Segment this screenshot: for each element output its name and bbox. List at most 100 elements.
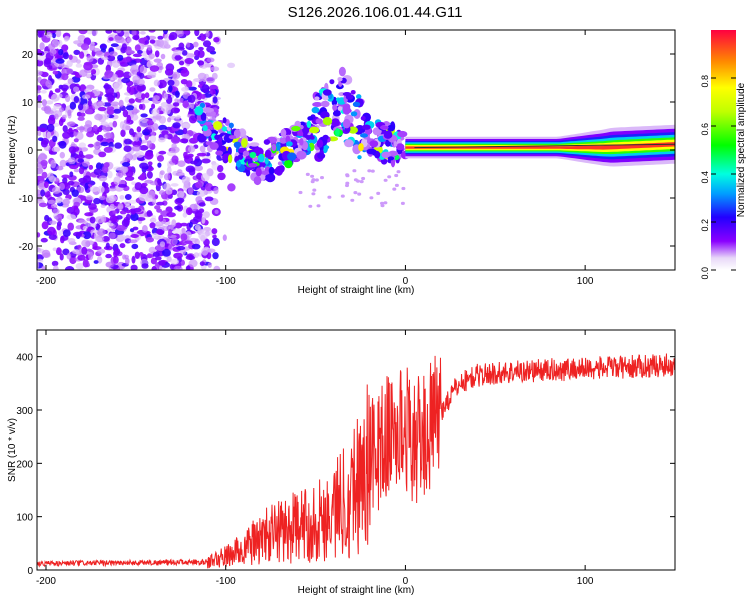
noise-blob xyxy=(118,184,128,188)
signal-blob xyxy=(383,130,393,139)
noise-blob xyxy=(170,136,181,144)
signal-blob xyxy=(233,141,242,148)
signal-blob xyxy=(227,154,233,164)
noise-blob xyxy=(121,43,127,51)
noise-blob xyxy=(85,196,94,201)
noise-blob xyxy=(41,171,48,179)
noise-blob xyxy=(140,31,146,35)
spectrogram-heatmap xyxy=(37,30,675,270)
noise-blob xyxy=(45,31,53,39)
noise-blob xyxy=(149,134,157,143)
noise-blob xyxy=(67,109,72,117)
noise-blob xyxy=(68,127,73,133)
noise-blob xyxy=(155,113,162,121)
noise-blob xyxy=(167,79,175,86)
noise-blob xyxy=(158,260,166,266)
noise-blob xyxy=(103,146,113,153)
noise-blob xyxy=(146,140,152,149)
noise-blob xyxy=(163,173,171,181)
carrier-center-line xyxy=(414,143,675,149)
noise-blob xyxy=(103,162,110,168)
noise-blob xyxy=(172,228,182,235)
colorbar-ticks: 0.0 0.2 0.4 0.6 0.8 xyxy=(700,75,736,280)
noise-blob xyxy=(93,168,103,176)
noise-blob xyxy=(122,162,131,167)
signal-blob xyxy=(345,181,350,185)
signal-blob xyxy=(228,135,237,140)
noise-blob xyxy=(46,123,55,132)
signal-blob xyxy=(380,204,385,208)
signal-blob xyxy=(320,176,324,180)
noise-blob xyxy=(153,79,160,87)
noise-blob xyxy=(62,229,71,237)
noise-blob xyxy=(130,234,139,238)
noise-blob xyxy=(206,46,216,53)
signal-blob xyxy=(248,163,258,168)
noise-blob xyxy=(55,198,62,204)
signal-blob xyxy=(202,125,208,132)
noise-blob xyxy=(62,177,68,184)
noise-blob xyxy=(101,215,107,223)
noise-blob xyxy=(37,55,45,61)
signal-blob xyxy=(320,100,330,108)
colorbar: 0.0 0.2 0.4 0.6 0.8 Normalized spectral ampl… xyxy=(700,30,747,280)
noise-blob xyxy=(41,265,46,270)
noise-blob xyxy=(156,155,165,162)
noise-blob xyxy=(227,183,236,192)
noise-blob xyxy=(168,228,173,237)
noise-blob xyxy=(151,103,156,109)
noise-blob xyxy=(52,135,58,142)
noise-blob xyxy=(136,83,146,92)
noise-blob xyxy=(39,127,47,133)
noise-blob xyxy=(107,170,113,179)
noise-blob xyxy=(105,261,114,268)
signal-blob xyxy=(329,79,335,85)
noise-blob xyxy=(69,164,79,170)
noise-blob xyxy=(139,121,149,128)
noise-blob xyxy=(86,131,95,138)
noise-blob xyxy=(112,73,118,80)
noise-blob xyxy=(126,85,132,93)
noise-blob xyxy=(64,266,75,270)
noise-blob xyxy=(169,32,178,40)
noise-blob xyxy=(37,59,44,67)
noise-blob xyxy=(194,224,201,231)
noise-blob xyxy=(67,238,76,244)
noise-blob xyxy=(190,100,195,110)
noise-blob xyxy=(159,241,166,248)
noise-blob xyxy=(131,243,139,250)
noise-blob xyxy=(121,77,131,84)
signal-blob xyxy=(286,141,293,147)
noise-blob xyxy=(37,232,41,238)
signal-blob xyxy=(383,201,388,205)
signal-blob xyxy=(227,146,232,156)
signal-blob xyxy=(222,117,227,124)
signal-blob xyxy=(203,107,214,114)
snr-x-tick-label: 100 xyxy=(577,576,594,587)
noise-blob xyxy=(141,182,148,187)
noise-blob xyxy=(132,35,140,41)
noise-blob xyxy=(117,203,124,210)
noise-blob xyxy=(182,212,188,218)
signal-blob xyxy=(335,128,340,136)
noise-blob xyxy=(123,138,132,145)
noise-blob xyxy=(56,224,62,231)
noise-blob xyxy=(37,167,44,175)
signal-blob xyxy=(255,167,262,177)
noise-blob xyxy=(85,108,93,114)
signal-blob xyxy=(221,126,228,132)
noise-blob xyxy=(144,179,154,184)
noise-blob xyxy=(158,214,164,222)
noise-blob xyxy=(151,232,159,239)
noise-blob xyxy=(133,107,138,113)
noise-blob xyxy=(135,151,145,158)
noise-blob xyxy=(91,30,98,37)
noise-blob xyxy=(190,160,198,165)
noise-blob xyxy=(59,107,65,113)
noise-blob xyxy=(76,126,86,131)
noise-blob xyxy=(72,249,81,255)
signal-blob xyxy=(312,102,323,107)
noise-blob xyxy=(212,252,219,260)
noise-blob xyxy=(108,187,117,192)
noise-blob xyxy=(194,165,203,172)
